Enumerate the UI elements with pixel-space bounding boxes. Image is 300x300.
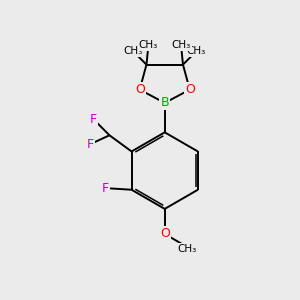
Text: CH₃: CH₃ — [139, 40, 158, 50]
Text: O: O — [160, 227, 170, 240]
Text: O: O — [135, 83, 145, 96]
Text: F: F — [90, 112, 97, 126]
Text: CH₃: CH₃ — [171, 40, 191, 50]
Text: CH₃: CH₃ — [177, 244, 196, 254]
Text: F: F — [87, 138, 94, 151]
Text: B: B — [160, 96, 169, 110]
Text: CH₃: CH₃ — [187, 46, 206, 56]
Text: O: O — [185, 83, 195, 96]
Text: F: F — [101, 182, 109, 195]
Text: CH₃: CH₃ — [123, 46, 143, 56]
